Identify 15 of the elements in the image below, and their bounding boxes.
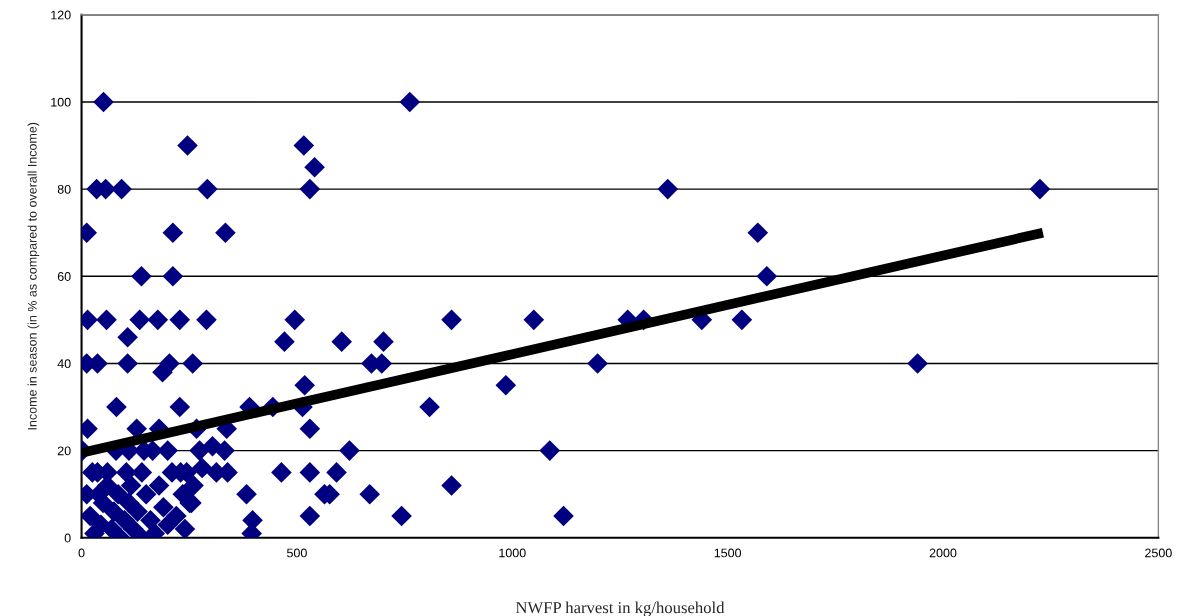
x-tick-label: 500 <box>286 548 307 558</box>
y-tick-label: 40 <box>57 359 71 369</box>
y-tick-label: 100 <box>51 97 71 107</box>
y-axis-title: Income in season (in % as compared to overall Income) <box>27 122 40 430</box>
x-tick-label: 0 <box>78 548 85 558</box>
y-tick-label: 60 <box>57 272 71 281</box>
y-tick-label: 80 <box>57 184 71 194</box>
x-tick-label: 1000 <box>499 548 526 558</box>
y-tick-label: 0 <box>64 533 71 543</box>
y-tick-label: 20 <box>57 446 71 456</box>
y-tick-label: 120 <box>51 10 71 20</box>
x-tick-label: 1500 <box>714 548 742 558</box>
x-tick-label: 2500 <box>1145 548 1172 558</box>
x-axis-title: NWFP harvest in kg/household <box>515 601 725 616</box>
x-tick-label: 2000 <box>929 548 957 558</box>
